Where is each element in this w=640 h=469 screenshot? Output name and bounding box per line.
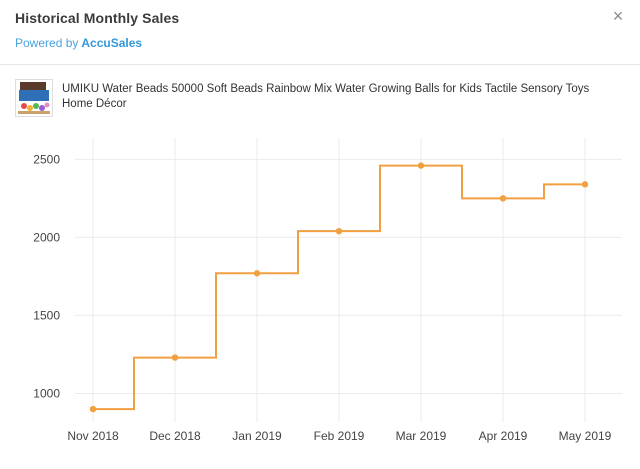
product-row: UMIKU Water Beads 50000 Soft Beads Rainb… bbox=[15, 77, 625, 117]
brand-link[interactable]: AccuSales bbox=[81, 36, 143, 50]
dialog-header: Historical Monthly Sales Powered by AccuS… bbox=[0, 0, 640, 65]
close-icon[interactable]: × bbox=[612, 6, 624, 26]
x-tick-label: Dec 2018 bbox=[149, 429, 201, 443]
sales-chart: 1000 1500 2000 2500 Nov 2018 Dec 2018 Jan 201… bbox=[33, 138, 622, 443]
sales-data-point bbox=[417, 162, 425, 169]
sales-data-point bbox=[499, 195, 507, 202]
sales-data-point bbox=[335, 227, 343, 235]
sales-data-point bbox=[89, 405, 97, 413]
sales-data-point bbox=[171, 354, 179, 361]
dialog-title: Historical Monthly Sales bbox=[15, 10, 180, 26]
product-thumbnail bbox=[15, 79, 53, 117]
x-tick-label: Nov 2018 bbox=[67, 429, 119, 443]
y-tick-label: 2000 bbox=[33, 230, 60, 244]
x-tick-label: May 2019 bbox=[559, 429, 612, 443]
x-tick-label: Jan 2019 bbox=[232, 429, 282, 443]
y-tick-label: 1000 bbox=[33, 386, 60, 400]
y-tick-label: 2500 bbox=[33, 152, 60, 166]
sales-data-point bbox=[581, 181, 589, 188]
product-name[interactable]: UMIKU Water Beads 50000 Soft Beads Rainb… bbox=[62, 83, 590, 110]
powered-by: Powered by AccuSales bbox=[15, 36, 142, 50]
x-tick-label: Mar 2019 bbox=[396, 429, 447, 443]
x-tick-label: Apr 2019 bbox=[479, 429, 528, 443]
powered-by-label: Powered by bbox=[15, 36, 79, 50]
y-tick-label: 1500 bbox=[33, 308, 60, 322]
x-tick-label: Feb 2019 bbox=[314, 429, 365, 443]
sales-data-point bbox=[253, 270, 261, 277]
